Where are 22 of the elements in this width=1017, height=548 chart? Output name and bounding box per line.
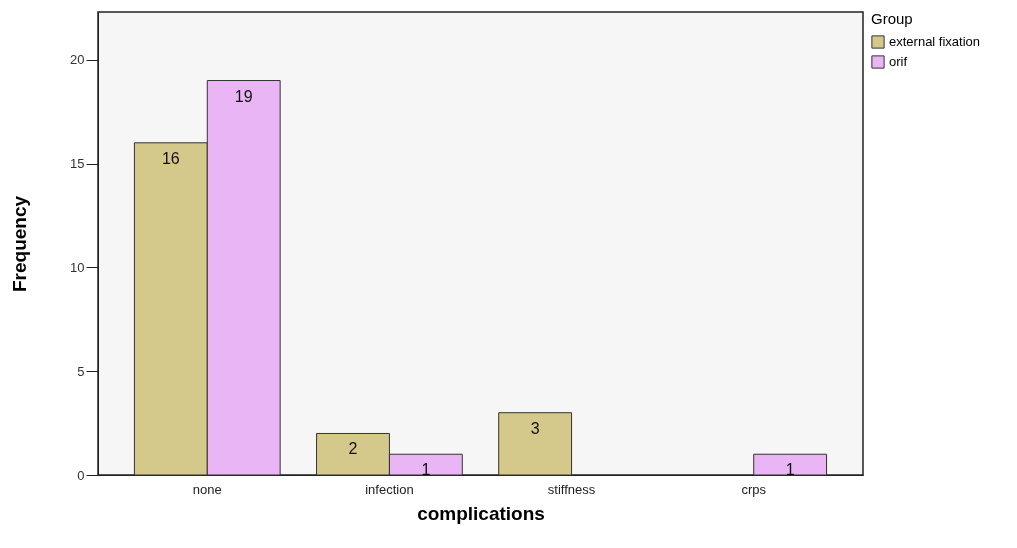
data-label: 3	[530, 419, 540, 437]
bar	[498, 412, 573, 476]
x-tick-label: crps	[741, 481, 767, 497]
data-label: 2	[348, 440, 358, 458]
legend-label: orif	[889, 54, 908, 69]
x-tick-label: none	[192, 481, 222, 497]
bar	[753, 453, 828, 476]
data-label: 19	[234, 87, 253, 105]
x-tick-label: infection	[365, 481, 414, 497]
y-axis-title: Frequency	[9, 195, 31, 293]
y-tick-label: 10	[70, 259, 85, 275]
data-label: 1	[421, 461, 431, 479]
x-tick-label: stiffness	[547, 481, 596, 497]
legend-label: external fixation	[889, 34, 981, 49]
data-label: 16	[161, 149, 180, 167]
y-tick-label: 5	[77, 363, 85, 379]
y-tick-label: 15	[70, 156, 85, 172]
y-tick-label: 20	[70, 52, 85, 68]
x-axis-title: complications	[417, 502, 545, 524]
y-tick-label: 0	[77, 467, 85, 483]
legend-title: Group	[871, 10, 913, 27]
data-label: 1	[785, 461, 795, 479]
